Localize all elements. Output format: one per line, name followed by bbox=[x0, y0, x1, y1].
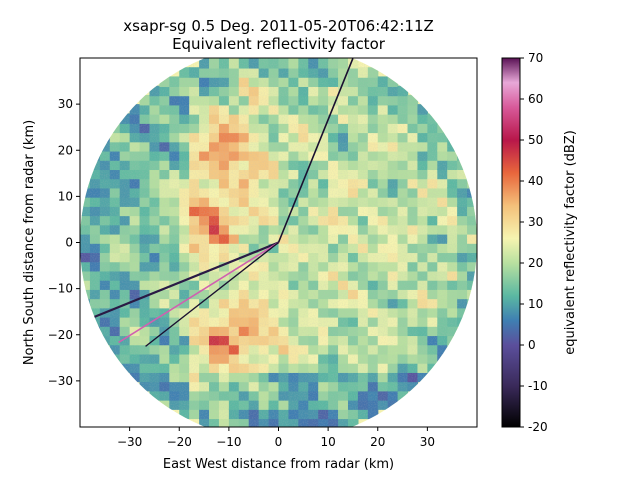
y-tick-label: 0 bbox=[65, 236, 73, 250]
colorbar-tick-label: 40 bbox=[528, 174, 543, 188]
reflectivity-cell bbox=[467, 307, 477, 318]
reflectivity-cell bbox=[80, 168, 91, 180]
x-tick-label: −30 bbox=[117, 435, 142, 449]
reflectivity-cell bbox=[447, 343, 458, 355]
colorbar-tick-label: 0 bbox=[528, 338, 536, 352]
reflectivity-cell bbox=[457, 325, 468, 337]
chart-subtitle: Equivalent reflectivity factor bbox=[172, 35, 386, 53]
y-tick-label: 10 bbox=[58, 189, 73, 203]
reflectivity-cell bbox=[80, 307, 91, 318]
beam-artifact bbox=[277, 58, 354, 243]
x-axis-ticks: −30 −20 −10 0 10 20 30 bbox=[117, 427, 435, 449]
colorbar-gradient bbox=[501, 57, 521, 428]
colorbar-tick-label: 60 bbox=[528, 92, 543, 106]
x-axis-label: East West distance from radar (km) bbox=[163, 457, 394, 472]
colorbar-tick-label: 30 bbox=[528, 215, 543, 229]
beam-artifact bbox=[118, 241, 279, 344]
colorbar-tick-label: 50 bbox=[528, 133, 543, 147]
beam-artifact bbox=[145, 241, 279, 347]
x-tick-label: 30 bbox=[420, 435, 435, 449]
reflectivity-cell bbox=[467, 168, 477, 180]
y-tick-label: 20 bbox=[58, 143, 73, 157]
x-tick-label: −10 bbox=[216, 435, 241, 449]
y-tick-label: −10 bbox=[48, 282, 73, 296]
x-tick-label: 20 bbox=[370, 435, 385, 449]
colorbar-tick-label: 10 bbox=[528, 297, 543, 311]
y-tick-label: −20 bbox=[48, 328, 73, 342]
colorbar-tick-label: 70 bbox=[528, 51, 543, 65]
y-tick-label: 30 bbox=[58, 97, 73, 111]
colorbar-label: equivalent reflectivity factor (dBZ) bbox=[563, 130, 578, 355]
reflectivity-cell bbox=[89, 325, 101, 337]
reflectivity-cell bbox=[99, 343, 111, 355]
beam-artifact bbox=[94, 241, 279, 318]
colorbar-tick-label: 20 bbox=[528, 256, 543, 270]
y-axis-label: North South distance from radar (km) bbox=[22, 120, 37, 365]
reflectivity-cell bbox=[457, 150, 468, 161]
plot-area bbox=[80, 58, 477, 427]
colorbar-tick-label: -20 bbox=[528, 420, 548, 434]
x-tick-label: 0 bbox=[275, 435, 283, 449]
x-tick-label: 10 bbox=[320, 435, 335, 449]
colorbar-ticks: -20 -10 0 10 20 30 40 50 60 70 bbox=[520, 51, 548, 434]
y-axis-ticks: −30 −20 −10 0 10 20 30 bbox=[48, 97, 80, 388]
colorbar: -20 -10 0 10 20 30 40 50 60 70 equivalent reflect… bbox=[501, 51, 578, 434]
x-tick-label: −20 bbox=[167, 435, 192, 449]
reflectivity-field bbox=[80, 58, 477, 427]
y-tick-label: −30 bbox=[48, 374, 73, 388]
colorbar-tick-label: -10 bbox=[528, 379, 548, 393]
chart-title: xsapr-sg 0.5 Deg. 2011-05-20T06:42:11Z bbox=[123, 17, 434, 35]
